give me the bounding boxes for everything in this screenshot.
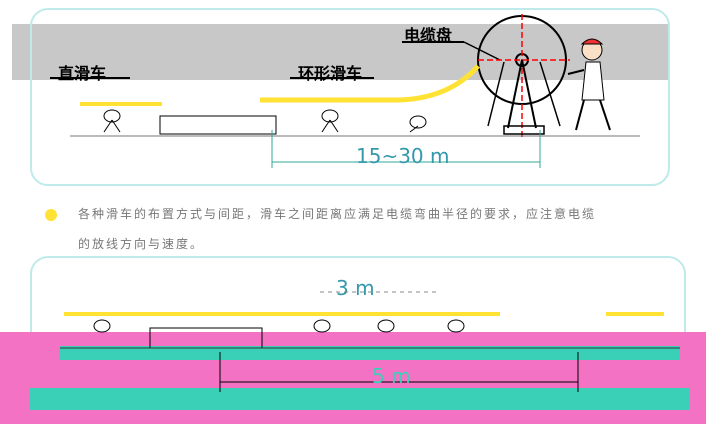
cable-drum-label: 电缆盘 (404, 26, 453, 45)
cable-drum-icon (477, 14, 570, 140)
straight-pulley-icon (103, 109, 121, 133)
worker-icon (567, 38, 611, 131)
bottom-span-dimension: 5 m (372, 364, 411, 388)
top-span-dimension: 15~30 m (356, 144, 450, 168)
note-line-2: 的放线方向与速度。 (78, 237, 205, 251)
bottom-teal-base (30, 388, 690, 410)
note-line-1: 各种滑车的布置方式与间距，滑车之间距离应满足电缆弯曲半径的要求，应注意电缆 (78, 207, 597, 221)
guide-pulley-icon (409, 115, 427, 133)
top-diagram-drawing (50, 14, 640, 168)
bottom-teal-strip (60, 346, 680, 360)
top-diagram-frame (30, 8, 670, 186)
note-bullet-icon (45, 209, 57, 221)
cable-trench-segment (159, 115, 277, 135)
bottom-spacing-dimension: 3 m (336, 276, 375, 300)
cable-top (260, 64, 480, 103)
bottom-pulley-icon (93, 319, 465, 333)
bottom-trench-segment (149, 327, 263, 349)
top-header-band (12, 24, 668, 80)
ring-pulley-icon (321, 109, 339, 133)
cable-drum-leader (463, 41, 501, 61)
